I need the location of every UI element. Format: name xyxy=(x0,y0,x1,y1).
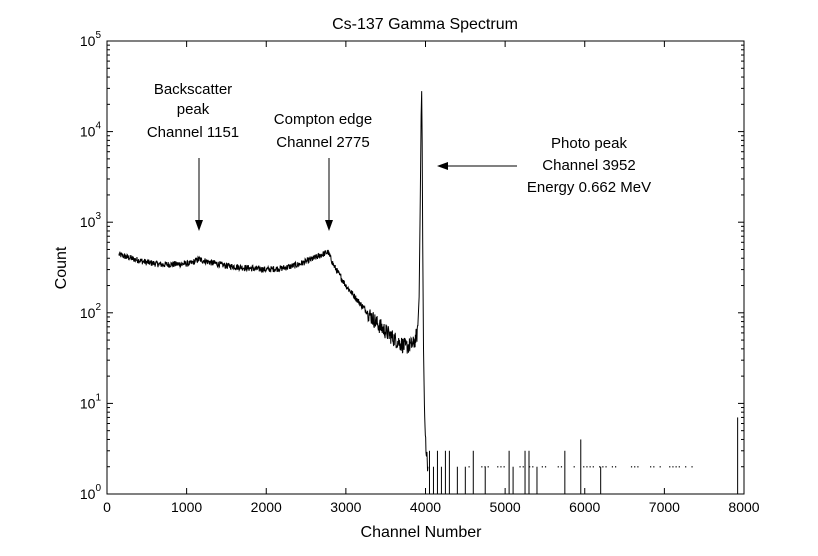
annotation-photopeak: Photo peak Channel 3952 Energy 0.662 MeV xyxy=(437,135,651,196)
y-axis-title: Count xyxy=(53,246,70,289)
annotation-compton: Compton edge Channel 2775 xyxy=(274,111,372,231)
annotation-backscatter-line-1: Backscatter xyxy=(154,81,232,98)
y-tick-label: 103 xyxy=(80,211,102,230)
count-dot xyxy=(634,466,636,468)
annotation-photopeak-line-1: Photo peak xyxy=(551,135,627,152)
count-dot xyxy=(583,466,585,468)
count-dot xyxy=(611,466,614,468)
count-dot xyxy=(541,466,543,468)
count-dot xyxy=(481,466,483,468)
x-tick-label: 4000 xyxy=(410,499,441,515)
count-dot xyxy=(503,466,505,468)
x-tick-label: 2000 xyxy=(251,499,282,515)
count-dot xyxy=(529,466,531,468)
annotation-photopeak-line-3: Energy 0.662 MeV xyxy=(527,179,651,196)
x-tick-label: 1000 xyxy=(171,499,202,515)
annotation-compton-line-2: Channel 2775 xyxy=(276,134,369,151)
x-tick-label: 8000 xyxy=(728,499,759,515)
count-dot xyxy=(637,466,639,468)
x-axis-ticks: 0 1000 2000 3000 4000 5000 6000 7000 8000 xyxy=(103,41,760,515)
count-dot xyxy=(500,466,502,468)
annotation-backscatter-arrowhead xyxy=(195,220,203,231)
count-dot xyxy=(592,466,594,468)
count-dot xyxy=(678,466,680,468)
count-dot xyxy=(586,466,588,468)
count-dot xyxy=(691,466,693,468)
y-tick-label: 102 xyxy=(80,302,102,321)
count-dot xyxy=(573,466,575,468)
count-dot xyxy=(685,466,687,468)
count-dot xyxy=(672,466,674,468)
x-tick-label: 3000 xyxy=(330,499,361,515)
count-dot xyxy=(599,466,601,468)
y-tick-label: 104 xyxy=(80,121,102,140)
annotation-backscatter: Backscatter peak Channel 1151 xyxy=(147,81,239,231)
annotation-backscatter-line-2: peak xyxy=(177,101,210,118)
spectrum-series xyxy=(118,91,429,472)
annotation-compton-line-1: Compton edge xyxy=(274,111,372,128)
annotation-compton-arrowhead xyxy=(325,220,333,231)
count-dot xyxy=(544,466,547,468)
chart-title: Cs-137 Gamma Spectrum xyxy=(332,16,518,33)
count-dot xyxy=(484,466,486,468)
count-dot xyxy=(522,466,524,468)
count-dot xyxy=(653,466,655,468)
sparse-counts xyxy=(428,417,739,494)
count-dot xyxy=(497,466,499,468)
x-tick-label: 0 xyxy=(103,499,111,515)
count-dot xyxy=(605,466,607,468)
count-dot xyxy=(669,466,671,468)
annotation-photopeak-line-2: Channel 3952 xyxy=(542,157,635,174)
count-dot xyxy=(615,466,617,468)
count-dot xyxy=(589,466,591,468)
count-dot xyxy=(675,466,677,468)
count-dot xyxy=(519,466,521,468)
count-dot xyxy=(560,466,563,468)
count-dot xyxy=(630,466,633,468)
spectrum-line xyxy=(118,91,429,472)
x-axis-title: Channel Number xyxy=(361,524,483,541)
count-dot xyxy=(557,466,559,468)
y-axis-ticks: 100 101 102 103 104 105 xyxy=(80,30,744,502)
annotation-backscatter-line-3: Channel 1151 xyxy=(147,124,239,141)
count-dot xyxy=(532,466,534,468)
count-dot xyxy=(468,466,470,468)
x-tick-label: 6000 xyxy=(569,499,600,515)
y-tick-label: 105 xyxy=(80,30,102,49)
count-dot xyxy=(487,466,489,468)
x-tick-label: 5000 xyxy=(490,499,521,515)
x-tick-label: 7000 xyxy=(649,499,680,515)
y-tick-label: 100 xyxy=(80,483,102,502)
annotation-photopeak-arrowhead xyxy=(437,162,448,170)
count-dot xyxy=(602,466,604,468)
y-tick-label: 101 xyxy=(80,392,102,411)
count-dot xyxy=(650,466,652,468)
count-dot xyxy=(659,466,661,468)
